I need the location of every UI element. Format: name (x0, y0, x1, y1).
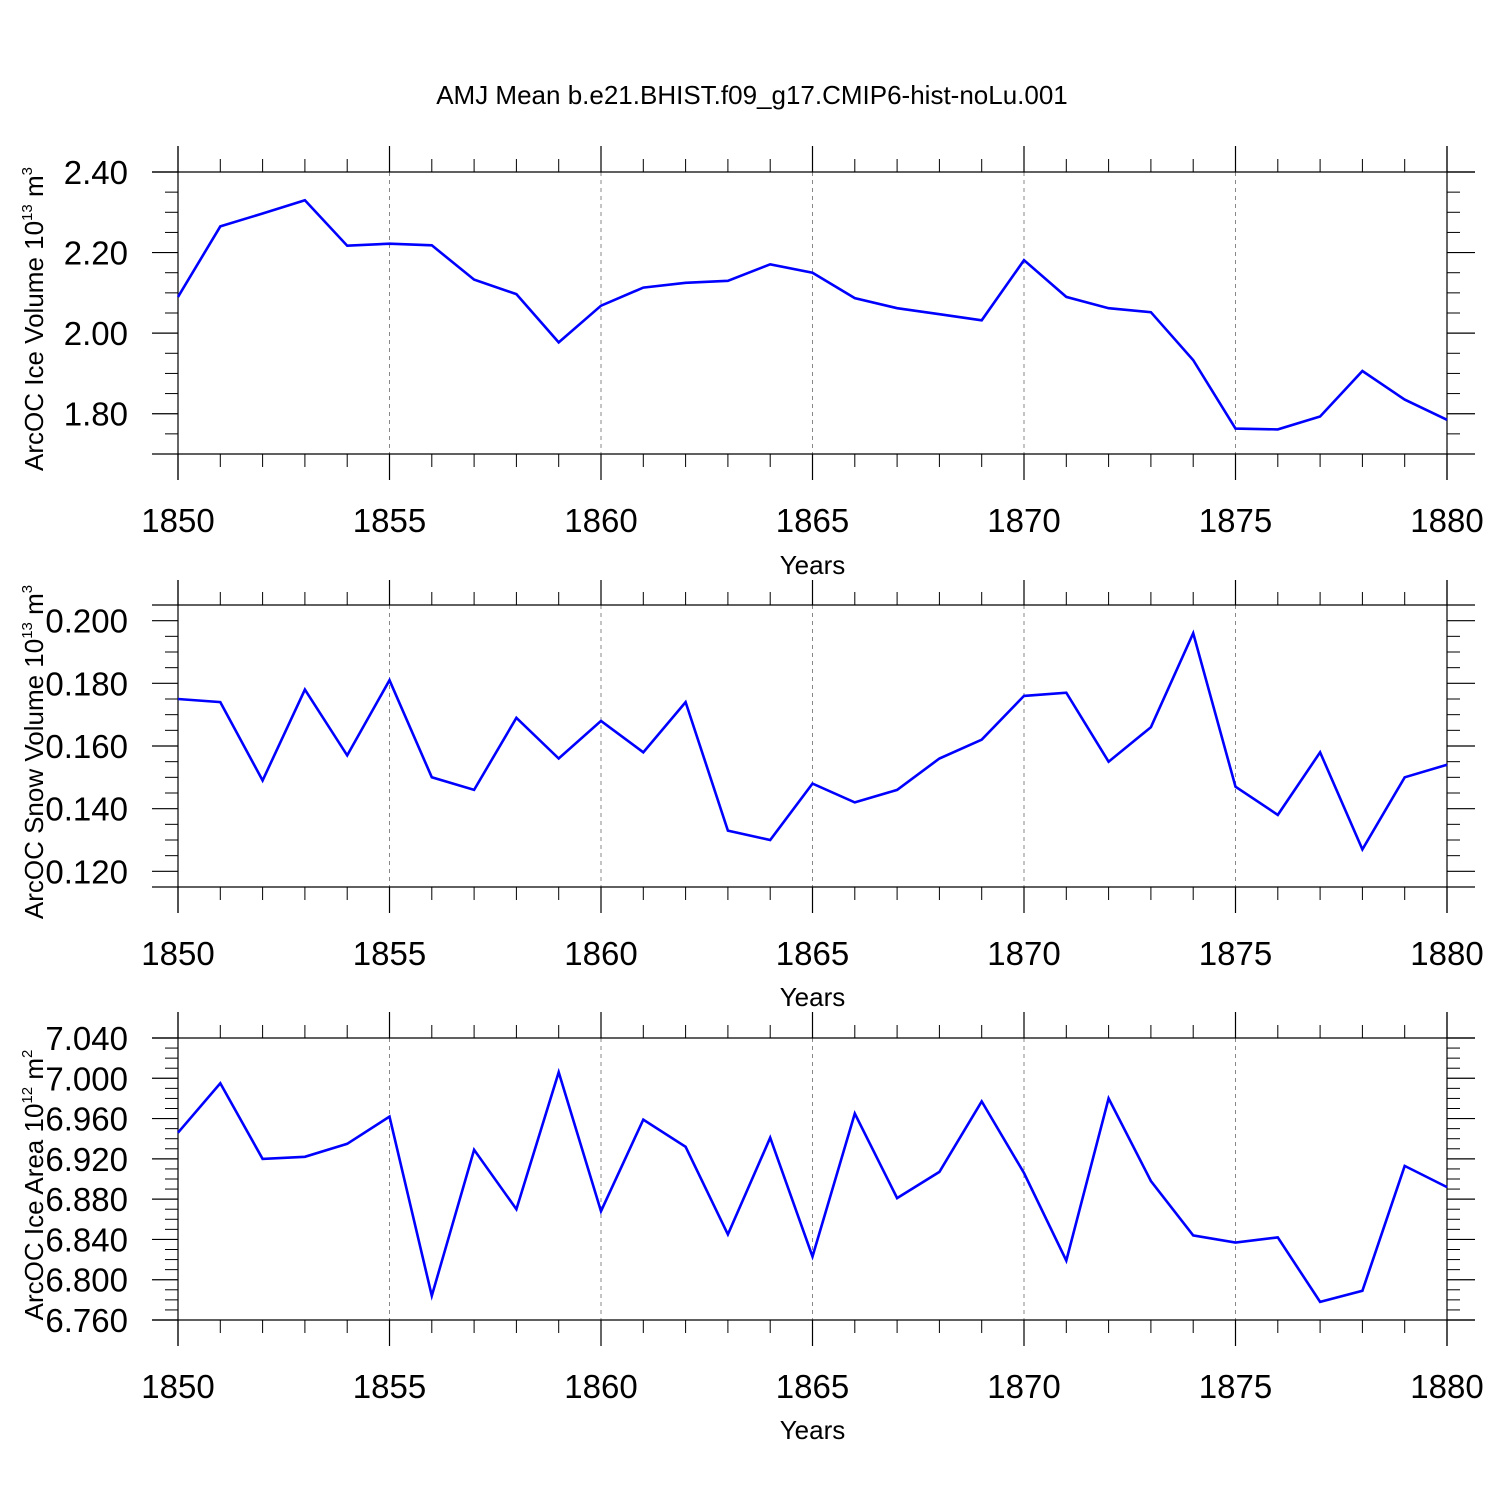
x-tick-label: 1860 (564, 935, 637, 972)
y-axis-title: ArcOC Snow Volume 1013 m3 (19, 585, 49, 919)
y-axis-title-unit: m (19, 593, 49, 622)
series-line-1 (177, 629, 1448, 853)
x-tick-label: 1855 (353, 935, 426, 972)
y-axis-title-exponent: 12 (19, 1087, 36, 1104)
y-axis-title-main: ArcOC Ice Area 10 (19, 1104, 49, 1321)
x-tick-label: 1855 (353, 502, 426, 539)
y-tick-label: 0.120 (45, 853, 128, 890)
x-tick-label: 1860 (564, 502, 637, 539)
y-axis-title-main: ArcOC Snow Volume 10 (19, 639, 49, 919)
y-axis-title-unit: m (19, 175, 49, 204)
y-axis-title-main: ArcOC Ice Volume 10 (19, 221, 49, 471)
x-axis-title: Years (780, 982, 846, 1012)
y-tick-label: 0.200 (45, 603, 128, 640)
x-tick-label: 1865 (776, 502, 849, 539)
x-axis-title: Years (780, 550, 846, 580)
y-axis-title-exponent: 13 (19, 622, 36, 639)
y-tick-label: 2.00 (64, 315, 128, 352)
x-tick-label: 1855 (353, 1368, 426, 1405)
x-tick-label: 1865 (776, 935, 849, 972)
chart-title: AMJ Mean b.e21.BHIST.f09_g17.CMIP6-hist-… (436, 80, 1068, 110)
y-tick-label: 6.920 (45, 1141, 128, 1178)
x-tick-label: 1875 (1199, 502, 1272, 539)
x-tick-label: 1850 (141, 1368, 214, 1405)
y-tick-label: 6.840 (45, 1221, 128, 1258)
x-tick-label: 1870 (987, 935, 1060, 972)
x-tick-label: 1850 (141, 502, 214, 539)
y-tick-label: 0.180 (45, 665, 128, 702)
x-tick-label: 1850 (141, 935, 214, 972)
chart-panel-2: 1850 1855 1860 1865 1870 1875 1880 0.120 0.140 0.… (19, 580, 1484, 1012)
y-tick-label: 6.880 (45, 1181, 128, 1218)
y-axis-title-unit-exponent: 3 (19, 167, 36, 175)
x-tick-label: 1870 (987, 502, 1060, 539)
x-tick-label: 1880 (1410, 502, 1483, 539)
y-tick-label: 7.040 (45, 1020, 128, 1057)
series-line-1 (177, 1067, 1448, 1304)
y-tick-label: 6.960 (45, 1101, 128, 1138)
x-tick-label: 1870 (987, 1368, 1060, 1405)
y-axis-title-unit-exponent: 2 (19, 1050, 36, 1058)
y-axis-title: ArcOC Ice Volume 1013 m3 (19, 167, 49, 471)
chart-panel-1: 1850 1855 1860 1865 1870 1875 1880 1.80 2.00 2.20… (19, 146, 1484, 580)
y-axis-title-exponent: 13 (19, 204, 36, 221)
x-tick-label: 1880 (1410, 935, 1483, 972)
y-tick-label: 7.000 (45, 1060, 128, 1097)
y-axis-title: ArcOC Ice Area 1012 m2 (19, 1050, 49, 1321)
y-tick-label: 1.80 (64, 396, 128, 433)
x-tick-label: 1875 (1199, 935, 1272, 972)
series-line-1 (176, 198, 1448, 431)
y-tick-label: 6.800 (45, 1262, 128, 1299)
y-tick-label: 6.760 (45, 1302, 128, 1339)
y-axis-title-unit-exponent: 3 (19, 585, 36, 593)
y-tick-label: 2.40 (64, 154, 128, 191)
x-axis-title: Years (780, 1415, 846, 1445)
y-axis-title-unit: m (19, 1058, 49, 1087)
x-tick-label: 1865 (776, 1368, 849, 1405)
x-tick-label: 1875 (1199, 1368, 1272, 1405)
y-tick-label: 0.160 (45, 728, 128, 765)
x-tick-label: 1880 (1410, 1368, 1483, 1405)
y-tick-label: 2.20 (64, 235, 128, 272)
x-tick-label: 1860 (564, 1368, 637, 1405)
y-tick-label: 0.140 (45, 791, 128, 828)
